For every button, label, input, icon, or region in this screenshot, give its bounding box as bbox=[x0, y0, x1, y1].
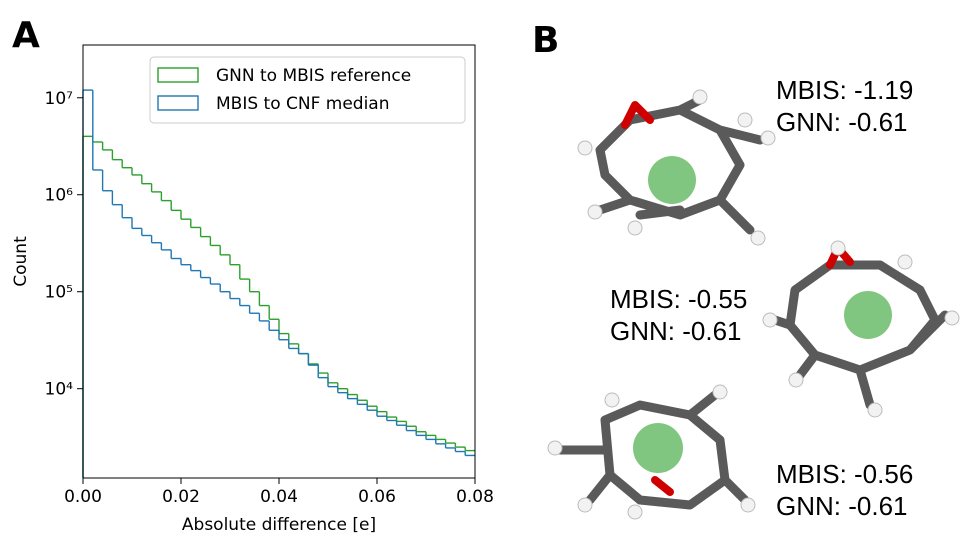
y-tick-label: 10⁵ bbox=[45, 283, 73, 303]
x-tick-label: 0.02 bbox=[162, 487, 200, 507]
charge-annotation: MBIS: -0.55 bbox=[610, 284, 747, 314]
y-tick-label: 10⁶ bbox=[45, 186, 74, 206]
legend-swatch bbox=[157, 95, 199, 111]
legend: GNN to MBIS reference MBIS to CNF median bbox=[149, 56, 466, 124]
panel-label: B bbox=[532, 20, 559, 61]
charge-annotation: GNN: -0.61 bbox=[776, 491, 908, 521]
panel-label: A bbox=[12, 15, 40, 56]
x-axis-label: Absolute difference [e] bbox=[182, 515, 376, 533]
y-axis-label: Count bbox=[11, 236, 31, 287]
legend-label: MBIS to CNF median bbox=[216, 94, 390, 114]
legend-label: GNN to MBIS reference bbox=[216, 66, 411, 86]
charge-annotation: MBIS: -0.56 bbox=[776, 459, 913, 489]
x-tick-label: 0.00 bbox=[64, 487, 102, 507]
charge-annotation: MBIS: -1.19 bbox=[776, 75, 913, 105]
molecule bbox=[547, 384, 756, 520]
x-tick-label: 0.06 bbox=[358, 487, 396, 507]
legend-swatch bbox=[157, 67, 199, 83]
x-tick-label: 0.08 bbox=[456, 487, 494, 507]
y-tick-label: 10⁴ bbox=[45, 380, 74, 400]
charge-annotation: GNN: -0.61 bbox=[776, 107, 908, 137]
y-tick-label: 10⁷ bbox=[45, 89, 74, 109]
molecule-renders bbox=[547, 89, 960, 520]
molecule bbox=[577, 89, 776, 246]
x-tick-label: 0.04 bbox=[260, 487, 298, 507]
molecule bbox=[762, 240, 960, 418]
charge-annotation: GNN: -0.61 bbox=[610, 316, 742, 346]
legend-box bbox=[149, 56, 466, 124]
